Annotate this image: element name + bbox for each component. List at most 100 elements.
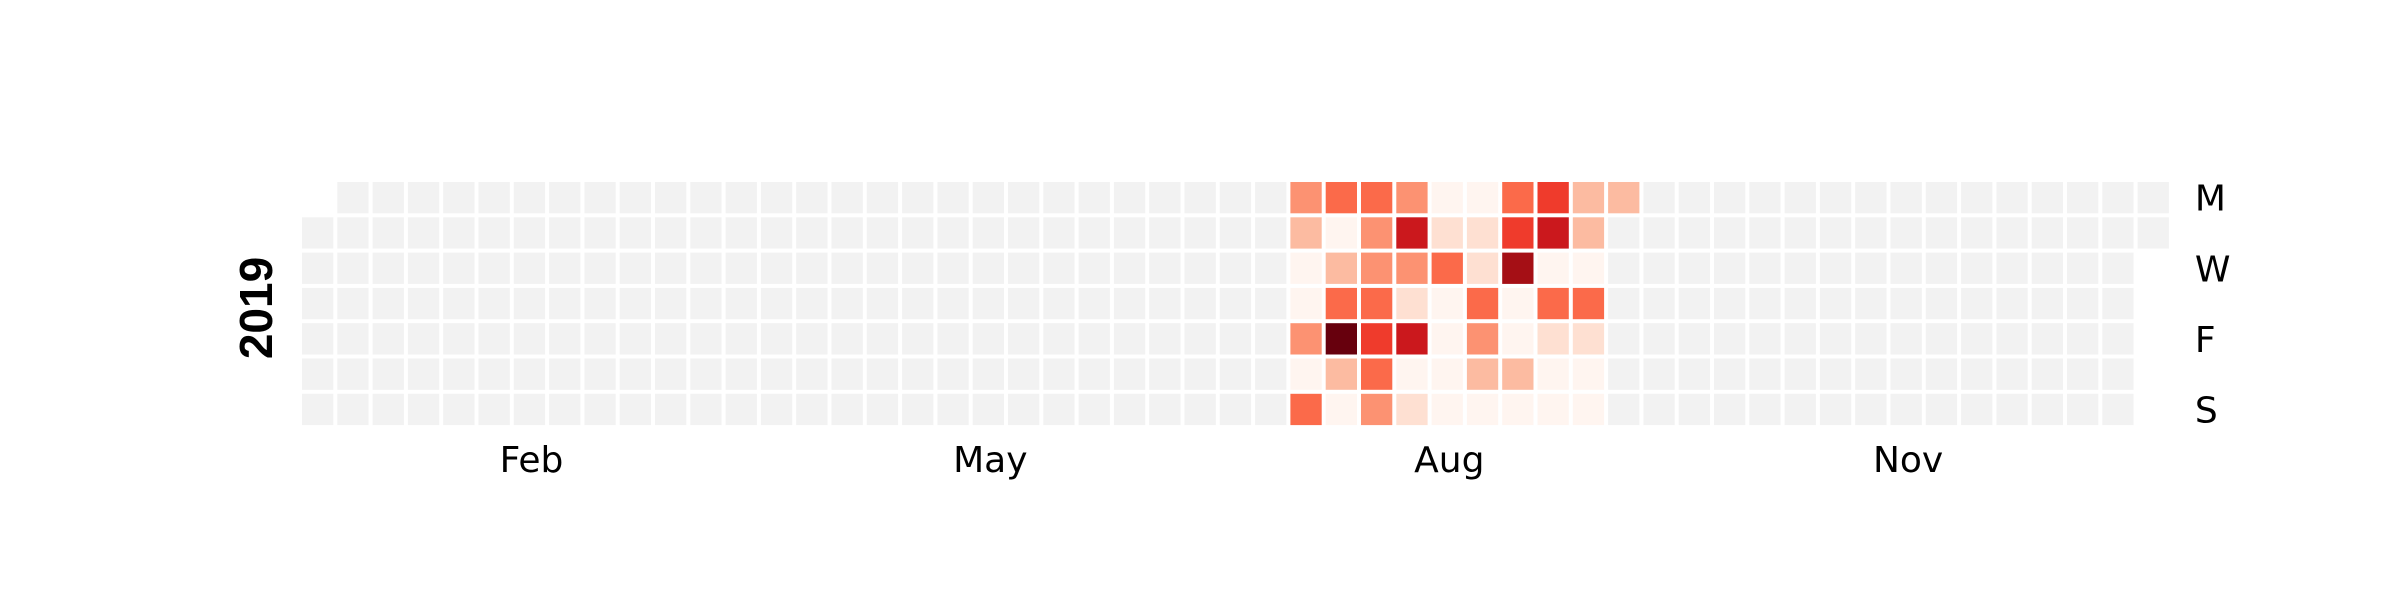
day-cell-2019-10-02 — [1679, 253, 1710, 284]
day-cell-2019-06-13 — [1114, 288, 1145, 319]
day-cell-2019-02-10 — [479, 394, 510, 425]
day-cell-2019-12-27 — [2102, 323, 2133, 354]
day-cell-2019-11-08 — [1855, 323, 1886, 354]
day-cell-2019-02-15 — [514, 323, 545, 354]
day-cell-2019-05-14 — [973, 217, 1004, 248]
day-cell-2019-09-21 — [1608, 359, 1639, 390]
day-cell-2019-11-09 — [1855, 359, 1886, 390]
day-cell-2019-06-26 — [1185, 253, 1216, 284]
day-cell-2019-08-20 — [1467, 217, 1498, 248]
day-cell-2019-05-28 — [1043, 217, 1074, 248]
day-cell-2019-06-17 — [1149, 182, 1180, 213]
day-cell-2019-05-02 — [902, 288, 933, 319]
day-cell-2019-09-01 — [1502, 394, 1533, 425]
day-cell-2019-04-04 — [761, 288, 792, 319]
day-cell-2019-11-26 — [1961, 217, 1992, 248]
day-cell-2019-03-08 — [620, 323, 651, 354]
day-cell-2019-05-09 — [937, 288, 968, 319]
day-cell-2019-01-07 — [337, 182, 368, 213]
day-cell-2019-03-18 — [690, 182, 721, 213]
day-cell-2019-01-06 — [302, 394, 333, 425]
day-cell-2019-10-21 — [1785, 182, 1816, 213]
day-cell-2019-08-03 — [1361, 359, 1392, 390]
day-cell-2019-08-18 — [1432, 394, 1463, 425]
day-cell-2019-12-16 — [2067, 182, 2098, 213]
day-cell-2019-01-28 — [443, 182, 474, 213]
day-cell-2019-09-14 — [1573, 359, 1604, 390]
day-cell-2019-04-20 — [832, 359, 863, 390]
day-cell-2019-10-12 — [1714, 359, 1745, 390]
day-cell-2019-07-11 — [1255, 288, 1286, 319]
day-cell-2019-12-19 — [2067, 288, 2098, 319]
weekday-label-w: W — [2195, 249, 2231, 290]
day-cell-2019-04-03 — [761, 253, 792, 284]
month-label-aug: Aug — [1414, 440, 1484, 481]
day-cell-2019-11-13 — [1891, 253, 1922, 284]
day-cell-2019-04-24 — [867, 253, 898, 284]
day-cell-2019-01-29 — [443, 217, 474, 248]
day-cell-2019-03-17 — [655, 394, 686, 425]
day-cell-2019-03-28 — [726, 288, 757, 319]
heatmap-cells — [302, 182, 2169, 425]
day-cell-2019-04-16 — [832, 217, 863, 248]
day-cell-2019-10-11 — [1714, 323, 1745, 354]
weekday-label-s: S — [2195, 390, 2218, 431]
day-cell-2019-04-02 — [761, 217, 792, 248]
day-cell-2019-09-19 — [1608, 288, 1639, 319]
day-cell-2019-02-06 — [479, 253, 510, 284]
day-cell-2019-01-03 — [302, 288, 333, 319]
day-cell-2019-09-07 — [1538, 359, 1569, 390]
day-cell-2019-11-12 — [1891, 217, 1922, 248]
day-cell-2019-09-04 — [1538, 253, 1569, 284]
day-cell-2019-05-26 — [1008, 394, 1039, 425]
day-cell-2019-12-18 — [2067, 253, 2098, 284]
day-cell-2019-06-08 — [1079, 359, 1110, 390]
day-cell-2019-02-20 — [549, 253, 580, 284]
day-cell-2019-07-04 — [1220, 288, 1251, 319]
day-cell-2019-01-30 — [443, 253, 474, 284]
day-cell-2019-02-02 — [443, 359, 474, 390]
day-cell-2019-01-25 — [408, 323, 439, 354]
weekday-label-m: M — [2195, 179, 2226, 220]
day-cell-2019-12-25 — [2102, 253, 2133, 284]
day-cell-2019-06-28 — [1185, 323, 1216, 354]
day-cell-2019-06-18 — [1149, 217, 1180, 248]
day-cell-2019-02-14 — [514, 288, 545, 319]
day-cell-2019-09-15 — [1573, 394, 1604, 425]
day-cell-2019-01-26 — [408, 359, 439, 390]
day-cell-2019-12-03 — [1996, 217, 2027, 248]
day-cell-2019-11-16 — [1891, 359, 1922, 390]
day-cell-2019-12-10 — [2032, 217, 2063, 248]
day-cell-2019-04-06 — [761, 359, 792, 390]
day-cell-2019-05-05 — [902, 394, 933, 425]
day-cell-2019-12-17 — [2067, 217, 2098, 248]
day-cell-2019-07-21 — [1290, 394, 1321, 425]
day-cell-2019-01-04 — [302, 323, 333, 354]
day-cell-2019-10-04 — [1679, 323, 1710, 354]
day-cell-2019-07-14 — [1255, 394, 1286, 425]
day-cell-2019-11-30 — [1961, 359, 1992, 390]
day-cell-2019-06-06 — [1079, 288, 1110, 319]
day-cell-2019-07-22 — [1326, 182, 1357, 213]
day-cell-2019-05-15 — [973, 253, 1004, 284]
day-cell-2019-06-07 — [1079, 323, 1110, 354]
day-cell-2019-01-14 — [373, 182, 404, 213]
day-cell-2019-10-18 — [1749, 323, 1780, 354]
day-cell-2019-08-09 — [1396, 323, 1427, 354]
day-cell-2019-10-08 — [1714, 217, 1745, 248]
day-cell-2019-08-05 — [1396, 182, 1427, 213]
day-cell-2019-11-14 — [1891, 288, 1922, 319]
day-cell-2019-04-19 — [832, 323, 863, 354]
day-cell-2019-02-23 — [549, 359, 580, 390]
day-cell-2019-04-09 — [796, 217, 827, 248]
day-cell-2019-06-01 — [1043, 359, 1074, 390]
day-cell-2019-04-21 — [832, 394, 863, 425]
day-cell-2019-09-28 — [1643, 359, 1674, 390]
day-cell-2019-06-05 — [1079, 253, 1110, 284]
day-cell-2019-12-31 — [2138, 217, 2169, 248]
day-cell-2019-07-13 — [1255, 359, 1286, 390]
day-cell-2019-01-02 — [302, 253, 333, 284]
day-cell-2019-02-07 — [479, 288, 510, 319]
day-cell-2019-10-19 — [1749, 359, 1780, 390]
